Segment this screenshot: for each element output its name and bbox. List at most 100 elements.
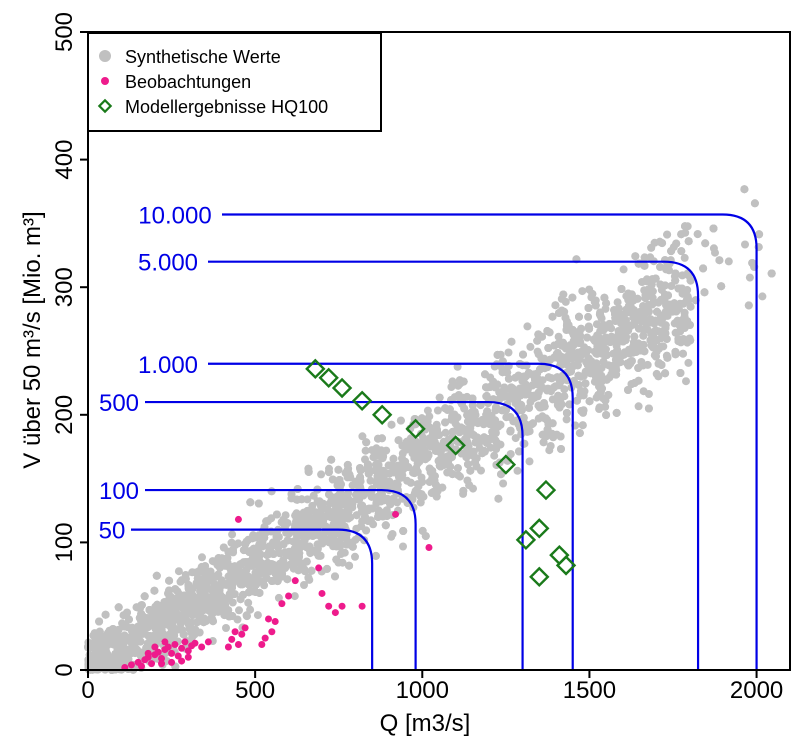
- synthetic-point: [291, 511, 300, 520]
- synthetic-point: [181, 575, 190, 583]
- synthetic-point: [107, 628, 116, 637]
- y-tick-label: 0: [51, 663, 78, 676]
- synthetic-point: [680, 308, 689, 317]
- synthetic-point: [533, 374, 542, 383]
- synthetic-point: [152, 607, 161, 616]
- synthetic-point: [137, 610, 146, 618]
- synthetic-point: [647, 243, 656, 252]
- synthetic-point: [242, 612, 251, 621]
- synthetic-point: [249, 587, 258, 596]
- synthetic-point: [468, 394, 477, 403]
- observation-point: [144, 649, 152, 657]
- synthetic-point: [244, 572, 252, 581]
- synthetic-point: [438, 444, 447, 453]
- synthetic-point: [90, 638, 99, 646]
- synthetic-point: [577, 407, 586, 415]
- synthetic-point: [344, 464, 353, 473]
- synthetic-point: [639, 361, 647, 370]
- synthetic-point: [317, 470, 326, 479]
- synthetic-point: [265, 545, 274, 554]
- synthetic-point: [224, 606, 233, 615]
- synthetic-point: [397, 473, 406, 482]
- observation-point: [158, 660, 166, 668]
- synthetic-point: [198, 553, 206, 562]
- synthetic-point: [590, 335, 598, 344]
- synthetic-point: [686, 336, 695, 345]
- synthetic-point: [160, 598, 169, 607]
- synthetic-point: [608, 365, 617, 374]
- model-point: [405, 418, 426, 440]
- synthetic-point: [568, 293, 577, 302]
- synthetic-point: [639, 313, 648, 322]
- synthetic-point: [595, 403, 604, 412]
- synthetic-point: [362, 526, 371, 535]
- synthetic-point: [493, 350, 502, 359]
- synthetic-point: [612, 408, 621, 417]
- synthetic-point: [340, 500, 349, 509]
- synthetic-point: [594, 390, 603, 399]
- synthetic-point: [313, 540, 322, 549]
- synthetic-point: [222, 624, 230, 632]
- synthetic-point: [441, 418, 450, 427]
- model-point: [371, 404, 393, 425]
- synthetic-point: [269, 565, 277, 574]
- synthetic-point: [602, 411, 611, 419]
- synthetic-point: [553, 373, 562, 382]
- synthetic-point: [610, 337, 619, 346]
- synthetic-point: [228, 583, 236, 592]
- synthetic-point: [174, 601, 183, 610]
- synthetic-point: [208, 615, 217, 624]
- synthetic-point: [258, 537, 267, 546]
- synthetic-point: [399, 527, 408, 535]
- synthetic-point: [672, 239, 681, 248]
- synthetic-point: [677, 247, 686, 256]
- synthetic-point: [648, 287, 657, 296]
- legend: Synthetische Werte Beobachtungen Modelle…: [87, 32, 382, 132]
- synthetic-point: [643, 325, 652, 334]
- synthetic-point: [471, 458, 479, 467]
- synthetic-point: [686, 276, 695, 285]
- synthetic-point: [418, 526, 427, 535]
- observation-point: [234, 515, 242, 523]
- synthetic-point: [596, 377, 605, 386]
- synthetic-point: [559, 290, 568, 299]
- synthetic-point: [548, 312, 557, 321]
- observation-point: [261, 634, 269, 642]
- observation-point: [318, 589, 326, 597]
- synthetic-point: [203, 584, 212, 593]
- synthetic-point: [563, 360, 571, 369]
- synthetic-point: [184, 604, 193, 613]
- synthetic-point: [617, 285, 626, 293]
- synthetic-point: [508, 384, 517, 393]
- synthetic-point: [630, 332, 639, 341]
- synthetic-point: [241, 558, 250, 567]
- synthetic-point: [511, 434, 520, 443]
- synthetic-point: [272, 542, 281, 551]
- synthetic-point: [492, 438, 501, 447]
- synthetic-point: [473, 419, 482, 428]
- synthetic-point: [745, 273, 754, 282]
- synthetic-point: [253, 611, 262, 620]
- synthetic-point: [629, 296, 638, 305]
- synthetic-point: [548, 419, 557, 428]
- synthetic-point: [425, 464, 434, 473]
- synthetic-point: [101, 610, 110, 619]
- x-tick-label: 1000: [396, 677, 449, 704]
- synthetic-point: [468, 401, 477, 410]
- synthetic-point: [767, 269, 776, 278]
- synthetic-point: [334, 465, 343, 474]
- synthetic-point: [636, 307, 645, 316]
- synthetic-point: [494, 494, 503, 503]
- synthetic-point: [504, 374, 513, 383]
- synthetic-point: [184, 581, 193, 589]
- synthetic-point: [630, 306, 638, 315]
- synthetic-point: [527, 391, 536, 400]
- synthetic-point: [290, 592, 299, 601]
- synthetic-point: [693, 230, 702, 239]
- synthetic-point: [466, 466, 475, 475]
- synthetic-point: [599, 357, 608, 366]
- y-tick-label: 200: [51, 395, 78, 435]
- synthetic-point: [414, 482, 423, 491]
- synthetic-point: [104, 652, 113, 661]
- synthetic-point: [554, 332, 563, 341]
